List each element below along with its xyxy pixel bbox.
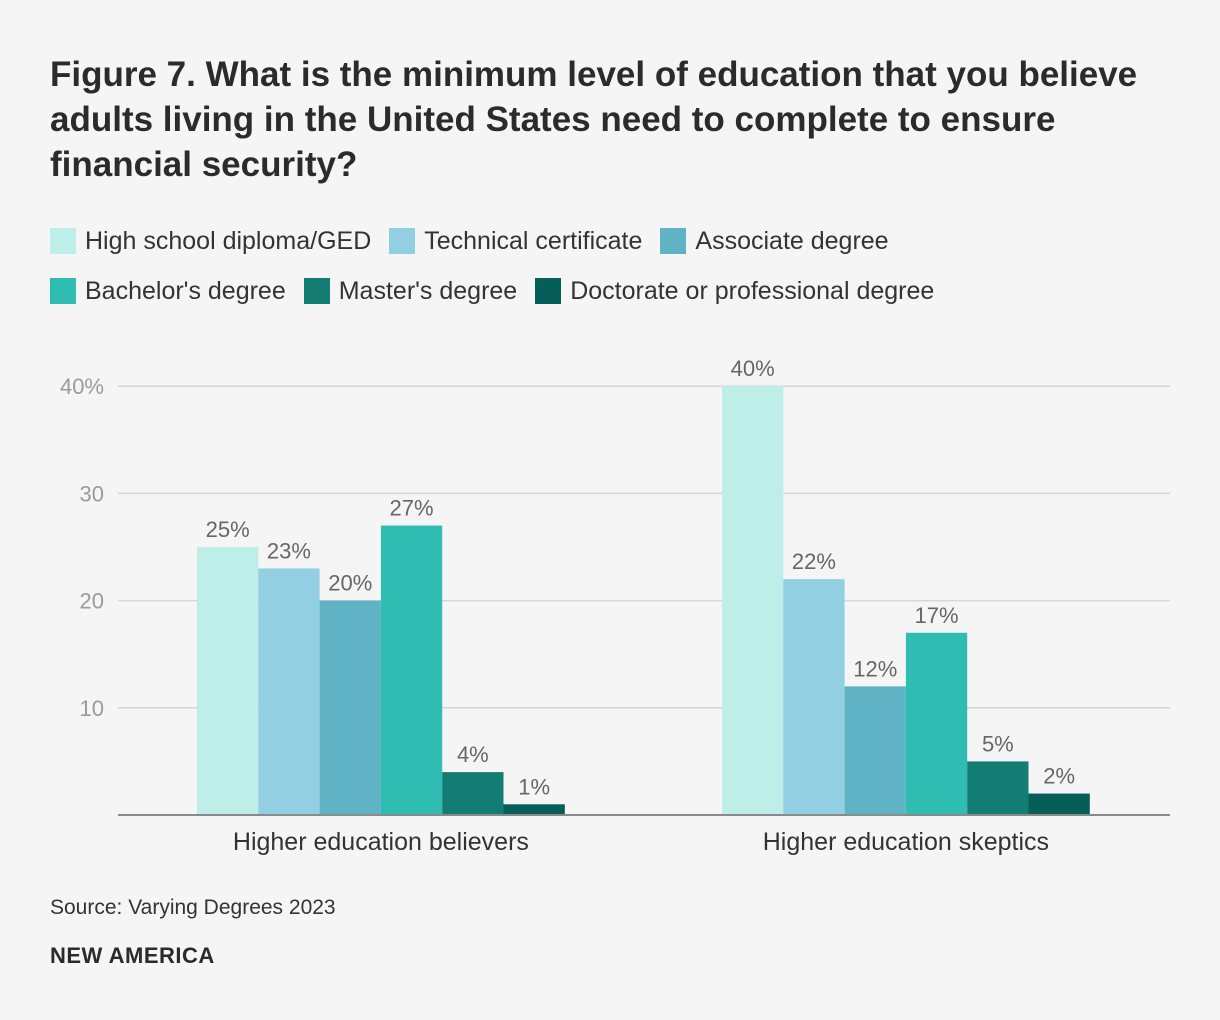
y-tick-label: 10 bbox=[80, 696, 104, 721]
legend-label: Technical certificate bbox=[424, 226, 643, 255]
legend-item: Bachelor's degree bbox=[50, 276, 286, 306]
legend-swatch bbox=[660, 228, 687, 254]
legend-label: Master's degree bbox=[338, 276, 518, 305]
bar bbox=[905, 632, 968, 815]
data-label: 1% bbox=[518, 774, 550, 799]
legend-swatch bbox=[303, 278, 330, 304]
data-label: 40% bbox=[731, 356, 775, 381]
bar bbox=[783, 579, 845, 815]
data-label: 27% bbox=[390, 496, 434, 521]
bar bbox=[1028, 793, 1090, 815]
legend-item: Doctorate or professional degree bbox=[535, 276, 934, 306]
y-tick-label: 20 bbox=[80, 589, 104, 614]
legend-swatch bbox=[50, 278, 76, 304]
bar bbox=[258, 568, 320, 815]
chart-title: Figure 7. What is the minimum level of e… bbox=[50, 55, 1138, 184]
data-label: 17% bbox=[915, 603, 959, 628]
legend-item: Associate degree bbox=[660, 226, 889, 256]
bar-chart: 10 20 30 40% 25% 40% 23% 22% 20% 12% 27% 17% 4% 5% 1% 2… bbox=[60, 356, 1170, 856]
bar bbox=[844, 686, 906, 815]
legend-swatch bbox=[50, 228, 76, 254]
bar bbox=[503, 804, 565, 815]
data-label: 12% bbox=[853, 656, 897, 681]
legend-label: High school diploma/GED bbox=[85, 226, 372, 255]
bar bbox=[722, 386, 784, 815]
legend-label: Bachelor's degree bbox=[85, 276, 286, 305]
legend-label: Doctorate or professional degree bbox=[570, 276, 935, 305]
bar bbox=[380, 525, 443, 815]
data-label: 4% bbox=[457, 742, 489, 767]
data-label: 23% bbox=[267, 538, 311, 563]
legend-item: Technical certificate bbox=[389, 226, 642, 256]
bar bbox=[442, 772, 504, 815]
legend-swatch bbox=[535, 278, 562, 304]
data-label: 25% bbox=[206, 517, 250, 542]
legend: High school diploma/GED Technical certifi… bbox=[50, 226, 1170, 306]
source-note: Source: Varying Degrees 2023 bbox=[50, 896, 336, 919]
y-tick-label: 40% bbox=[60, 374, 104, 399]
y-tick-label: 30 bbox=[80, 481, 104, 506]
brand-logo-text: NEW AMERICA bbox=[50, 943, 215, 968]
legend-label: Associate degree bbox=[695, 226, 889, 255]
bar bbox=[967, 761, 1029, 815]
legend-swatch bbox=[389, 228, 416, 254]
data-label: 2% bbox=[1043, 764, 1075, 789]
category-label: Higher education skeptics bbox=[763, 828, 1049, 856]
data-label: 22% bbox=[792, 549, 836, 574]
legend-item: Master's degree bbox=[303, 276, 518, 306]
legend-item: High school diploma/GED bbox=[50, 226, 371, 256]
data-label: 20% bbox=[328, 571, 372, 596]
category-label: Higher education believers bbox=[233, 828, 529, 856]
data-label: 5% bbox=[982, 731, 1014, 756]
bar bbox=[319, 600, 381, 815]
bar bbox=[197, 547, 259, 815]
